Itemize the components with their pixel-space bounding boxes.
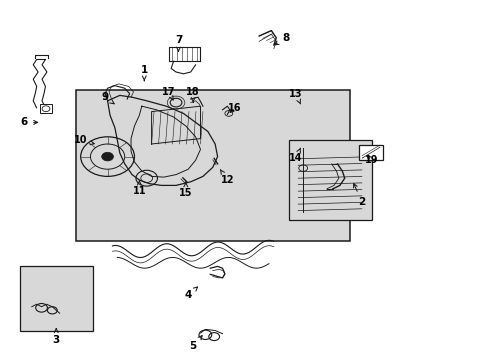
Text: 19: 19: [364, 155, 378, 165]
Text: 14: 14: [288, 148, 302, 163]
Bar: [20, 266, 93, 331]
Bar: [359, 145, 382, 160]
Bar: [40, 104, 52, 113]
Text: 8: 8: [274, 33, 289, 45]
Text: 10: 10: [74, 135, 94, 145]
Circle shape: [102, 152, 113, 161]
Text: 4: 4: [184, 287, 197, 300]
Text: 7: 7: [174, 35, 182, 51]
Text: 9: 9: [102, 92, 114, 104]
Bar: [288, 140, 371, 220]
Text: 13: 13: [288, 89, 302, 104]
Bar: [76, 90, 349, 241]
Text: 18: 18: [186, 87, 200, 102]
Text: 1: 1: [141, 65, 147, 81]
Text: 11: 11: [132, 180, 146, 196]
Text: 5: 5: [189, 336, 202, 351]
Text: 12: 12: [220, 170, 234, 185]
Text: 2: 2: [353, 184, 365, 207]
Text: 15: 15: [179, 182, 192, 198]
Text: 17: 17: [162, 87, 175, 100]
Text: 16: 16: [227, 103, 241, 113]
Text: 6: 6: [21, 117, 38, 127]
Text: 3: 3: [53, 329, 60, 345]
